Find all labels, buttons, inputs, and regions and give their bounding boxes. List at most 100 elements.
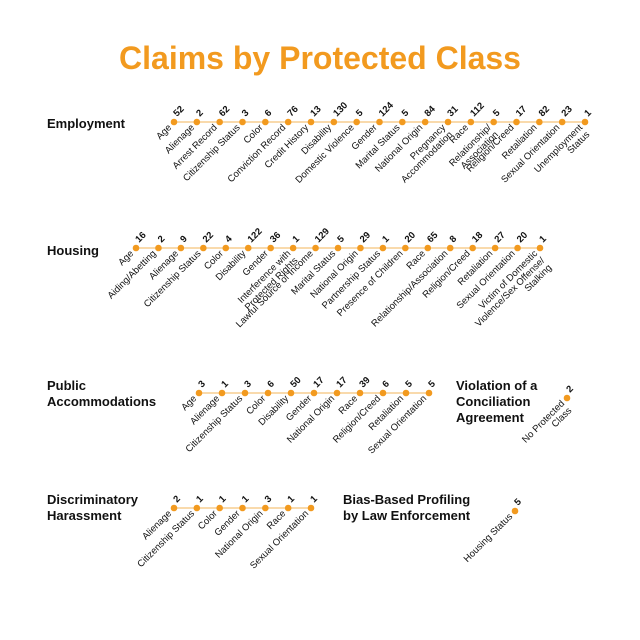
dot-public-accommodations-race: [356, 389, 364, 397]
group-label-bias-based-profiling-by-law-enforcement: Bias-Based Profiling by Law Enforcement: [343, 492, 471, 523]
value-label-housing-gender: 36: [268, 230, 283, 245]
group-discriminatory-harassment: Discriminatory Harassment2Alienage1Citize…: [47, 492, 320, 571]
dot-discriminatory-harassment-national-origin: [262, 504, 269, 512]
value-label-public-accommodations-citizenship-status: 3: [242, 379, 254, 391]
value-label-employment-marital-status: 5: [400, 107, 412, 119]
dot-housing-lawful-source-of-income: [312, 244, 319, 252]
value-label-housing-race: 65: [425, 229, 441, 245]
value-label-public-accommodations-disability: 50: [288, 375, 303, 390]
dot-discriminatory-harassment-alienage: [170, 504, 178, 512]
value-label-employment-gender: 124: [377, 100, 396, 119]
dot-housing-citizenship-status: [200, 244, 207, 252]
group-label-housing: Housing: [47, 243, 99, 258]
dot-bias-based-profiling-by-law-enforcement-housing-status: [511, 507, 519, 515]
group-housing: Housing16Age2Aiding/Abetting9Alienage22C…: [47, 226, 554, 330]
value-label-public-accommodations-sexual-orientation: 5: [426, 378, 438, 390]
group-label-public-accommodations: Public Accommodations: [47, 378, 156, 409]
dot-housing-retaliation: [491, 244, 499, 252]
value-label-housing-partnership-status: 1: [380, 233, 392, 245]
value-label-employment-national-origin: 84: [423, 103, 439, 119]
dot-public-accommodations-retaliation: [402, 389, 410, 397]
value-label-employment-conviction-record: 76: [286, 104, 301, 119]
dot-housing-national-origin: [357, 244, 364, 252]
dot-public-accommodations-religion-creed: [379, 389, 387, 397]
dot-housing-interference-with-protected-rights: [289, 244, 297, 252]
value-label-housing-retaliation: 27: [492, 230, 507, 245]
dot-discriminatory-harassment-citizenship-status: [193, 504, 201, 512]
value-label-employment-race: 112: [468, 101, 487, 120]
dot-housing-presence-of-children: [402, 244, 409, 252]
dot-employment-disability: [330, 118, 338, 126]
dot-public-accommodations-alienage: [218, 389, 226, 397]
value-label-housing-alienage: 9: [178, 234, 190, 246]
value-label-discriminatory-harassment-color: 1: [217, 493, 229, 505]
value-label-housing-sexual-orientation: 20: [515, 230, 530, 245]
value-label-employment-pregnancy-accommodation: 31: [445, 103, 461, 119]
category-label-employment-unemployment-status: UnemploymentStatus: [532, 122, 592, 182]
dot-public-accommodations-national-origin: [333, 389, 341, 397]
dot-housing-victim-of-domestic-violence-sex-offense-stalking: [536, 244, 544, 252]
dot-employment-conviction-record: [284, 118, 292, 126]
dot-employment-religion-creed: [513, 118, 520, 126]
dot-employment-relationship-association: [490, 118, 497, 126]
dot-housing-age: [132, 244, 140, 252]
value-label-public-accommodations-national-origin: 17: [334, 375, 349, 390]
dot-public-accommodations-gender: [310, 389, 318, 397]
value-label-discriminatory-harassment-gender: 1: [240, 493, 252, 505]
value-label-employment-domestic-violence: 5: [354, 107, 366, 119]
dot-employment-race: [467, 118, 475, 126]
value-label-discriminatory-harassment-sexual-orientation: 1: [308, 493, 320, 505]
dot-public-accommodations-citizenship-status: [241, 389, 249, 397]
dot-housing-color: [222, 244, 230, 252]
dot-employment-arrest-record: [216, 118, 223, 126]
dot-employment-marital-status: [399, 118, 406, 126]
dot-employment-sexual-orientation: [558, 118, 566, 126]
value-label-housing-lawful-source-of-income: 129: [313, 226, 332, 245]
value-label-employment-retaliation: 82: [537, 104, 552, 119]
value-label-employment-age: 52: [171, 104, 186, 119]
value-label-employment-sexual-orientation: 23: [560, 104, 575, 119]
dot-employment-color: [262, 118, 269, 126]
value-label-employment-religion-creed: 17: [514, 104, 529, 119]
value-label-public-accommodations-age: 3: [196, 379, 208, 391]
value-label-employment-color: 6: [263, 108, 275, 120]
dot-public-accommodations-age: [195, 389, 203, 397]
dot-employment-retaliation: [536, 118, 543, 126]
group-public-accommodations: Public Accommodations3Age1Alienage3Citize…: [47, 375, 438, 457]
dot-discriminatory-harassment-gender: [239, 504, 246, 512]
value-label-employment-citizenship-status: 3: [240, 108, 252, 120]
dot-housing-sexual-orientation: [514, 244, 521, 252]
dot-discriminatory-harassment-sexual-orientation: [307, 504, 315, 512]
value-label-housing-religion-creed: 18: [470, 230, 485, 245]
value-label-public-accommodations-gender: 17: [311, 375, 326, 390]
value-label-housing-age: 16: [133, 230, 148, 245]
dot-employment-unemployment-status: [581, 118, 589, 126]
value-label-violation-of-a-conciliation-agreement-no-protected-class: 2: [564, 384, 576, 396]
value-label-housing-victim-of-domestic-violence-sex-offense-stalking: 1: [537, 233, 549, 245]
dot-employment-pregnancy-accommodation: [444, 118, 452, 126]
value-label-housing-interference-with-protected-rights: 1: [290, 233, 302, 245]
value-label-employment-unemployment-status: 1: [582, 107, 594, 119]
value-label-discriminatory-harassment-citizenship-status: 1: [194, 493, 206, 505]
value-label-employment-relationship-association: 5: [491, 107, 503, 119]
value-label-public-accommodations-color: 6: [265, 379, 277, 391]
value-label-housing-presence-of-children: 20: [403, 230, 418, 245]
dot-violation-of-a-conciliation-agreement-no-protected-class: [563, 394, 571, 402]
dot-public-accommodations-sexual-orientation: [425, 389, 433, 397]
value-label-housing-disability: 122: [246, 226, 265, 245]
dot-employment-national-origin: [421, 118, 429, 126]
group-label-employment: Employment: [47, 116, 126, 131]
value-label-employment-alienage: 2: [194, 108, 206, 120]
value-label-housing-aiding-abetting: 2: [156, 234, 168, 246]
dot-housing-religion-creed: [469, 244, 476, 252]
dot-employment-age: [170, 118, 178, 126]
value-label-employment-credit-history: 13: [308, 104, 323, 119]
value-label-discriminatory-harassment-national-origin: 3: [263, 494, 275, 506]
value-label-housing-marital-status: 5: [335, 233, 347, 245]
value-label-public-accommodations-alienage: 1: [219, 378, 231, 390]
dot-employment-domestic-violence: [353, 118, 360, 126]
dot-housing-alienage: [177, 244, 185, 252]
